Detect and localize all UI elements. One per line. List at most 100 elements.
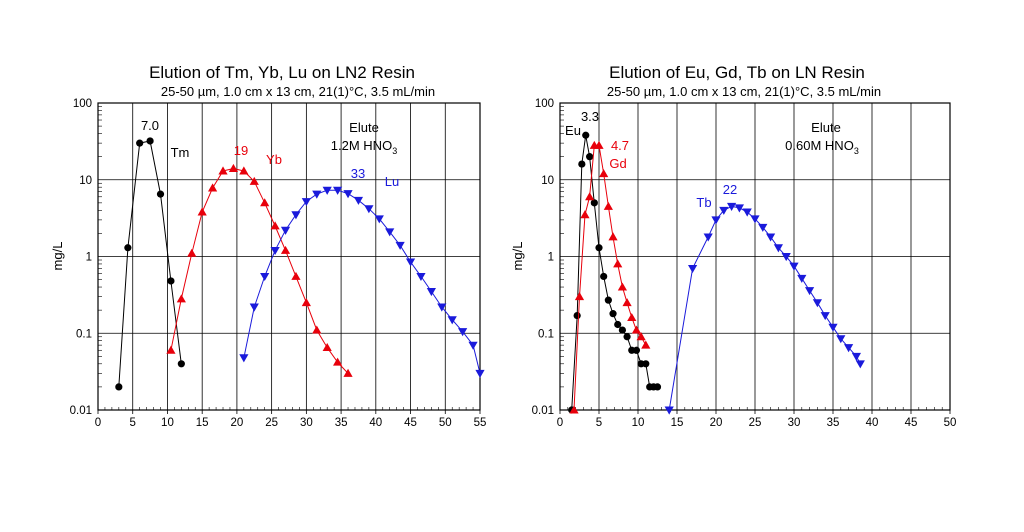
series-name-label: Tm	[171, 145, 190, 160]
data-point	[177, 360, 185, 368]
x-tick-label: 25	[265, 417, 278, 429]
data-point	[828, 323, 838, 332]
x-tick-label: 45	[905, 417, 918, 429]
data-point	[437, 303, 447, 312]
data-point	[851, 352, 861, 361]
data-point	[270, 221, 280, 230]
x-tick-label: 35	[335, 417, 348, 429]
x-tick-label: 5	[596, 417, 602, 429]
data-point	[742, 208, 752, 217]
data-point	[585, 192, 595, 201]
x-tick-label: 30	[788, 417, 801, 429]
data-point	[594, 140, 604, 149]
data-point	[301, 298, 311, 307]
data-point	[385, 228, 395, 237]
data-point	[416, 272, 426, 282]
data-point	[653, 383, 662, 391]
data-point	[719, 206, 729, 215]
x-tick-label: 40	[369, 417, 382, 429]
series-tm: 7.0 Tm	[115, 118, 190, 391]
data-point	[617, 282, 627, 291]
data-point	[590, 199, 598, 207]
data-point	[614, 320, 622, 329]
data-point	[631, 325, 642, 334]
data-point	[166, 345, 176, 354]
series-name-label: Yb	[266, 152, 282, 167]
peak-label: 4.7	[611, 138, 629, 153]
data-point	[766, 233, 776, 242]
data-point	[291, 211, 301, 220]
data-point	[333, 357, 343, 366]
x-tick-label: 40	[866, 417, 879, 429]
data-point	[312, 325, 322, 334]
x-tick-label: 15	[671, 417, 684, 429]
data-point	[447, 316, 457, 325]
x-tick-label: 50	[439, 417, 452, 429]
x-tick-label: 50	[944, 417, 957, 429]
data-point	[622, 298, 632, 307]
eluent-acid-label: 1.2M HNO3	[331, 138, 397, 156]
data-point	[580, 210, 590, 219]
plot-area: 0 5 10 15 20 25 30 35 40 45 50 55 0.01 0.1 1 10 100	[70, 98, 487, 429]
data-point	[632, 346, 641, 354]
data-point	[820, 312, 830, 321]
data-point	[197, 207, 207, 216]
plot-border	[559, 102, 951, 411]
data-point	[836, 335, 846, 344]
data-point	[688, 264, 698, 273]
series-lu: 33 Lu	[239, 166, 485, 378]
data-point	[343, 368, 353, 377]
series-name-label: Tb	[696, 195, 711, 210]
data-point	[613, 259, 623, 268]
x-tick-label: 10	[632, 417, 645, 429]
data-point	[844, 344, 854, 353]
data-point	[627, 312, 637, 322]
series-name-label: Gd	[609, 156, 626, 171]
peak-label: 19	[234, 143, 248, 158]
data-point	[353, 196, 364, 205]
data-point	[333, 186, 343, 195]
data-point	[727, 202, 737, 211]
x-tick-label: 15	[196, 417, 209, 429]
peak-label: 33	[351, 166, 365, 181]
plot-border	[97, 102, 481, 411]
y-tick-label: 100	[535, 98, 554, 110]
data-point	[374, 215, 384, 224]
eluent-acid-label: 0.60M HNO3	[785, 138, 859, 156]
data-point	[312, 190, 322, 199]
chart-subtitle: 25-50 µm, 1.0 cm x 13 cm, 21(1)°C, 3.5 m…	[161, 84, 435, 99]
data-point	[595, 244, 603, 252]
data-point	[711, 216, 721, 225]
data-point	[239, 166, 249, 175]
y-tick-label: 1	[548, 252, 554, 264]
data-point	[136, 139, 144, 147]
plot-area: 0 5 10 15 20 25 30 35 40 45 50 0.01 0.1 1 10 100	[532, 98, 957, 429]
y-tick-label: 0.1	[538, 328, 554, 340]
data-point	[805, 287, 815, 296]
data-point	[608, 232, 618, 241]
data-point	[249, 303, 259, 312]
eluent-acid-subscript: 3	[854, 146, 859, 156]
data-point	[618, 326, 627, 334]
data-point	[458, 328, 468, 337]
x-tick-label: 5	[130, 417, 136, 429]
x-tick-label: 10	[161, 417, 174, 429]
data-point	[115, 383, 123, 391]
series-tb: 22 Tb	[664, 182, 865, 415]
peak-label: 3.3	[581, 109, 599, 124]
data-point	[218, 166, 228, 175]
data-point	[301, 198, 311, 207]
series-line	[573, 144, 647, 411]
data-point	[734, 204, 744, 213]
series-line	[243, 189, 481, 374]
data-point	[228, 163, 239, 172]
data-point	[260, 272, 270, 282]
data-point	[569, 405, 579, 414]
eluent-acid-subscript: 3	[392, 146, 397, 156]
series-gd: 4.7 Gd	[569, 138, 651, 414]
y-axis-label: mg/L	[50, 242, 65, 271]
y-tick-label: 10	[79, 175, 92, 187]
y-axis-label: mg/L	[510, 242, 525, 271]
